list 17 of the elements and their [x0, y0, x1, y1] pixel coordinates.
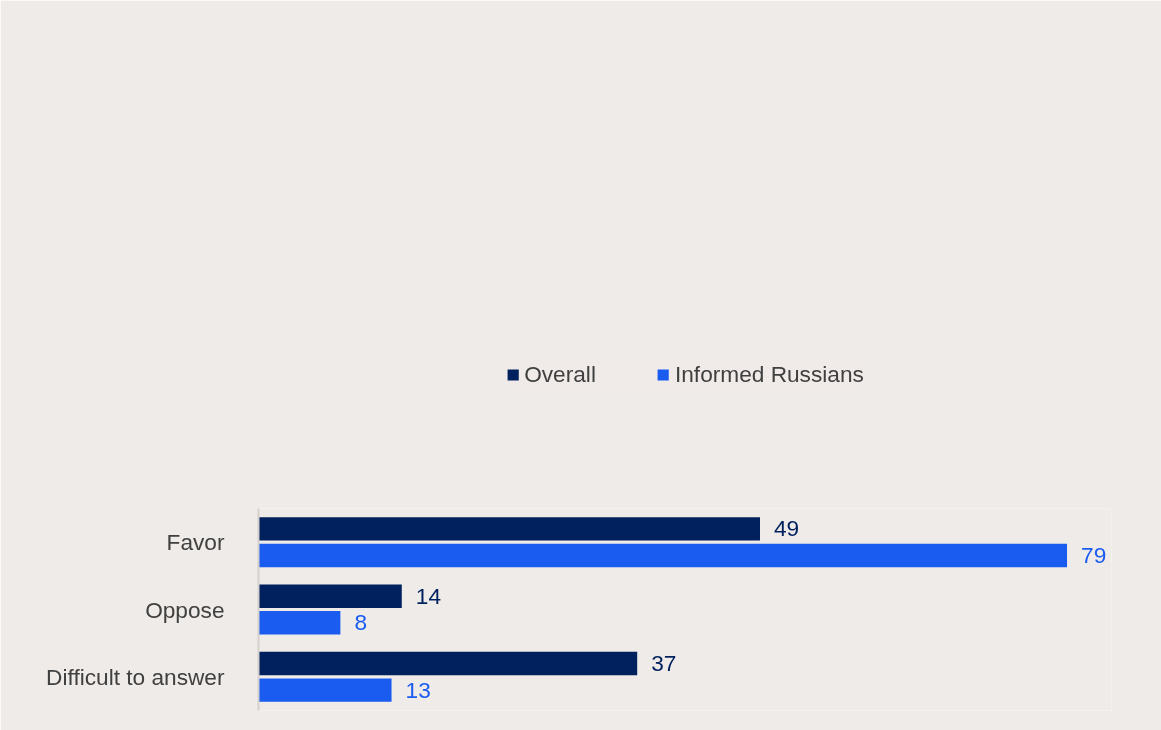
data-label: 49 [773, 515, 800, 542]
y-tick-label: Difficult to answer [46, 663, 225, 690]
legend-label: Informed Russians [674, 360, 864, 388]
data-label: 14 [415, 582, 441, 609]
bar [258, 611, 341, 635]
data-label: 13 [405, 676, 431, 703]
legend-label: Overall [524, 360, 596, 388]
data-label: 79 [1081, 541, 1107, 568]
data-label: 37 [651, 650, 677, 677]
data-label: 8 [354, 609, 367, 636]
y-tick-label: Favor [166, 529, 225, 556]
bar [258, 678, 392, 702]
bar [258, 584, 402, 608]
bar [258, 651, 638, 676]
bar [258, 543, 1068, 568]
bar [258, 517, 760, 541]
y-tick-label: Oppose [145, 596, 225, 623]
